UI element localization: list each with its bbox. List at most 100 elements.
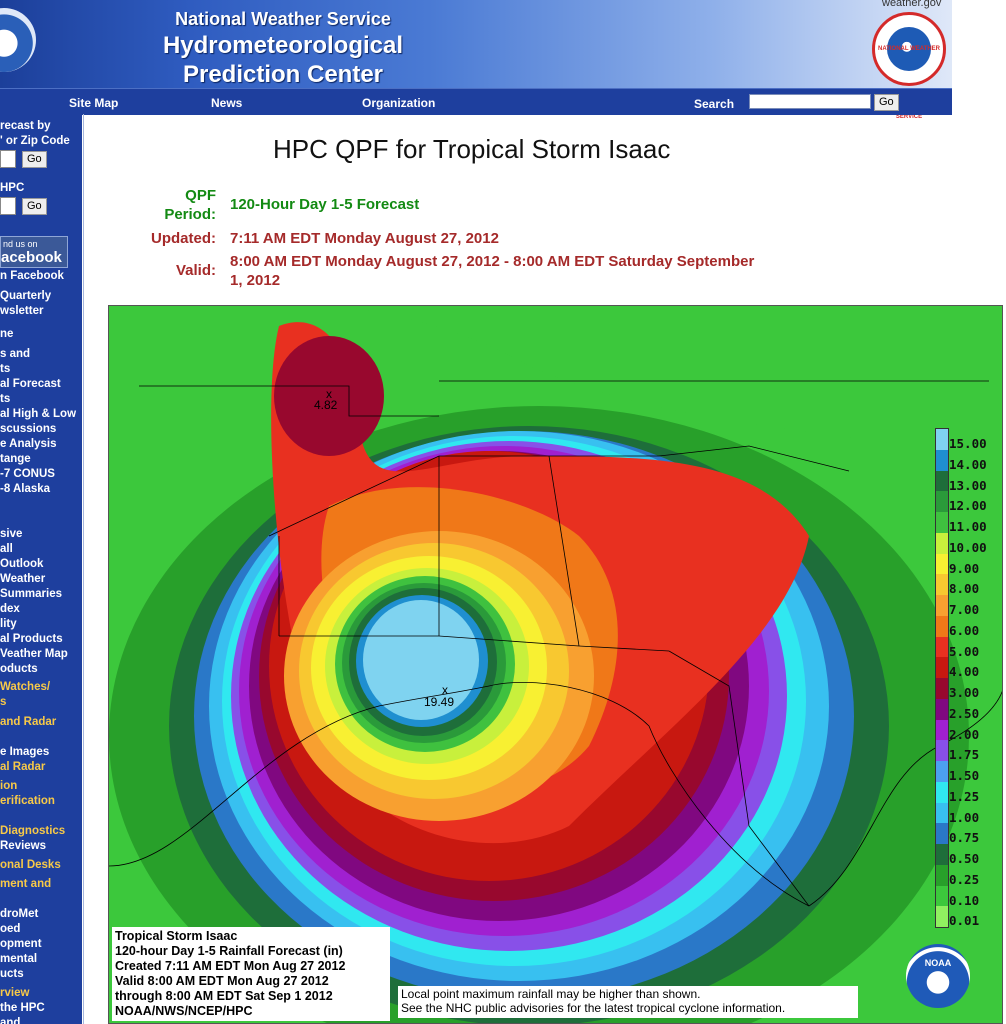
sidebar-item[interactable]: -7 CONUS — [0, 468, 55, 480]
map-note: Local point maximum rainfall may be high… — [398, 986, 858, 1018]
legend-swatch — [936, 719, 948, 741]
legend-label: 11.00 — [949, 519, 987, 534]
sidebar-item[interactable]: Reviews — [0, 840, 47, 852]
nws-seal-inner — [887, 27, 931, 71]
sidebar-item[interactable]: e Analysis — [0, 438, 57, 450]
sidebar-item[interactable]: ts — [0, 363, 11, 375]
search-go-button[interactable]: Go — [874, 94, 899, 111]
sidebar-item[interactable]: sive — [0, 528, 23, 540]
sidebar-item[interactable]: al High & Low — [0, 408, 77, 420]
legend-swatch — [936, 885, 948, 907]
sidebar-item[interactable]: al Forecast — [0, 378, 61, 390]
search-input[interactable] — [749, 94, 871, 109]
valid-label: Valid: — [175, 262, 216, 279]
valid-value-line2: 1, 2012 — [230, 272, 281, 289]
sidebar-item[interactable]: the HPC — [0, 1002, 45, 1014]
sidebar-item[interactable]: ucts — [0, 968, 24, 980]
nav-organization[interactable]: Organization — [362, 96, 436, 110]
page-title: HPC QPF for Tropical Storm Isaac — [273, 134, 671, 164]
sidebar-item[interactable]: dex — [0, 603, 20, 615]
sidebar-item[interactable]: wsletter — [0, 305, 44, 317]
sidebar-hpc-label: HPC — [0, 182, 25, 194]
max-marker-1: x — [326, 387, 332, 401]
legend-label: 14.00 — [949, 456, 987, 472]
noaa-logo-icon[interactable] — [0, 8, 36, 72]
sidebar-item[interactable]: oducts — [0, 663, 38, 675]
sidebar-item[interactable]: s and — [0, 348, 31, 360]
legend-label: 8.00 — [949, 581, 980, 597]
nws-seal-icon[interactable]: NATIONAL WEATHER SERVICE — [872, 12, 946, 120]
sidebar-item[interactable]: mental — [0, 953, 38, 965]
sidebar-item[interactable]: lity — [0, 618, 17, 630]
sidebar-item[interactable]: ment and — [0, 878, 52, 890]
legend-label: 3.00 — [949, 685, 980, 700]
weather-gov-link[interactable]: weather.gov — [882, 0, 942, 9]
sidebar-item[interactable]: al Products — [0, 633, 63, 645]
sidebar-item[interactable]: e Images — [0, 746, 50, 758]
search-label: Search — [694, 97, 735, 111]
sidebar-item[interactable]: Weather — [0, 573, 46, 585]
rainfall-legend — [935, 428, 949, 928]
zip-code-input[interactable] — [0, 150, 16, 168]
sidebar-item[interactable]: ion — [0, 780, 18, 792]
sidebar-item[interactable]: Summaries — [0, 588, 63, 600]
zip-go-button[interactable]: Go — [22, 151, 47, 168]
sidebar-item[interactable]: Watches/ — [0, 681, 51, 693]
hpc-go-button[interactable]: Go — [22, 198, 47, 215]
qpf-period-label: QPF Period: — [164, 187, 216, 223]
legend-label: 2.00 — [949, 726, 980, 742]
sidebar-item[interactable]: all — [0, 543, 13, 555]
legend-swatch — [936, 678, 948, 699]
sidebar-item[interactable]: Quarterly — [0, 290, 52, 302]
legend-swatch — [936, 429, 948, 450]
sidebar-item[interactable]: and — [0, 1017, 21, 1024]
sidebar-item[interactable]: -8 Alaska — [0, 483, 51, 495]
sidebar-item[interactable]: ts — [0, 393, 11, 405]
sidebar-item[interactable]: and Radar — [0, 716, 57, 728]
max-value-2: 19.49 — [424, 695, 455, 709]
sidebar-item[interactable]: tange — [0, 453, 31, 465]
legend-label: 15.00 — [949, 436, 987, 451]
left-sidebar: recast by ' or Zip Code Go HPC Go nd us … — [0, 114, 82, 1024]
legend-swatch — [936, 740, 948, 761]
legend-swatch — [936, 491, 948, 512]
sidebar-item[interactable]: opment — [0, 938, 42, 950]
sidebar-item[interactable]: onal Desks — [0, 859, 61, 871]
sidebar-item[interactable]: scussions — [0, 423, 57, 435]
sidebar-item[interactable]: Veather Map — [0, 648, 68, 660]
sidebar-forecast-zip-line2: ' or Zip Code — [0, 135, 70, 147]
sidebar-item[interactable]: s — [0, 696, 7, 708]
legend-swatch — [936, 823, 948, 844]
center-name-line1: Hydrometeorological — [162, 32, 404, 59]
nav-news[interactable]: News — [211, 96, 243, 110]
legend-label: 4.00 — [949, 664, 980, 680]
max-value-1: 4.82 — [314, 398, 338, 412]
map-note-line2: See the NHC public advisories for the la… — [401, 1001, 786, 1015]
sidebar-item[interactable]: Outlook — [0, 558, 44, 570]
qpf-rainfall-map[interactable] — [108, 305, 1003, 1024]
sidebar-item[interactable]: oed — [0, 923, 21, 935]
legend-label: 13.00 — [949, 477, 987, 493]
map-note-line1: Local point maximum rainfall may be high… — [401, 987, 701, 1001]
legend-swatch — [936, 864, 948, 886]
legend-swatch — [936, 636, 948, 658]
facebook-badge[interactable]: nd us on acebook — [0, 236, 68, 268]
caption-line: Tropical Storm Isaac — [115, 929, 238, 943]
sidebar-item[interactable]: Diagnostics — [0, 825, 66, 837]
legend-label: 12.00 — [949, 498, 987, 514]
legend-label: 10.00 — [949, 539, 987, 555]
hpc-search-input[interactable] — [0, 197, 16, 215]
header-banner: National Weather Service Hydrometeorolog… — [0, 0, 952, 88]
sidebar-item[interactable]: ne — [0, 328, 14, 340]
legend-swatch — [936, 657, 948, 678]
caption-line: Created 7:11 AM EDT Mon Aug 27 2012 — [115, 959, 346, 973]
sidebar-item[interactable]: n Facebook — [0, 270, 64, 282]
legend-label: 0.01 — [949, 913, 980, 929]
sidebar-item[interactable]: rview — [0, 987, 30, 999]
sidebar-item[interactable]: droMet — [0, 908, 39, 920]
sidebar-item[interactable]: al Radar — [0, 761, 46, 773]
legend-label: 1.00 — [949, 809, 980, 825]
sidebar-item[interactable]: erification — [0, 795, 55, 807]
nav-site-map[interactable]: Site Map — [69, 96, 119, 110]
sidebar-forecast-zip-line1: recast by — [0, 120, 51, 132]
